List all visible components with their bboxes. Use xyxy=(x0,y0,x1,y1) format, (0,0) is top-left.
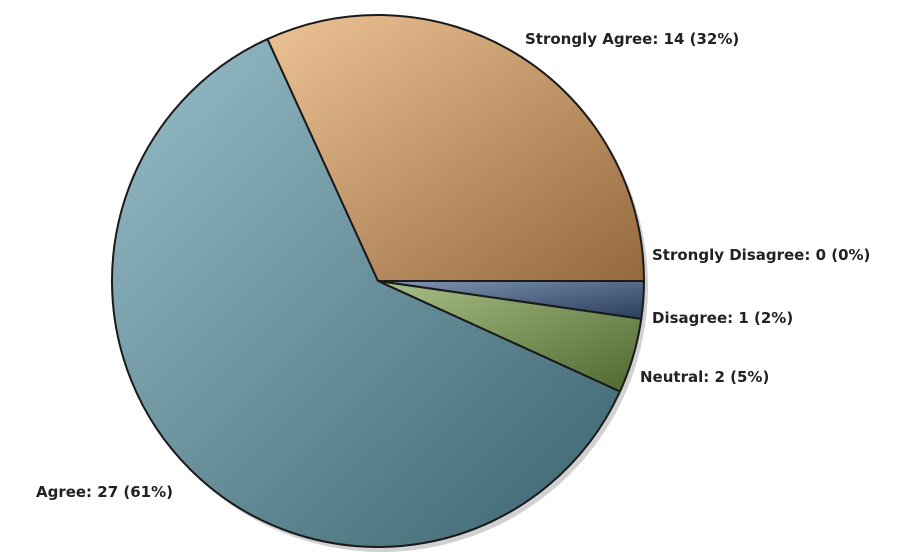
pie-slices xyxy=(111,14,645,548)
slice-label-agree: Agree: 27 (61%) xyxy=(36,483,173,501)
slice-label-strongly-disagree: Strongly Disagree: 0 (0%) xyxy=(652,246,870,264)
pie-slice-strongly-agree xyxy=(266,14,645,282)
pie-slice-agree xyxy=(111,38,621,548)
slice-label-disagree: Disagree: 1 (2%) xyxy=(652,309,793,327)
slice-label-neutral: Neutral: 2 (5%) xyxy=(640,368,769,386)
pie-labels: Strongly Disagree: 0 (0%) Disagree: 1 (2%… xyxy=(36,30,870,501)
slice-label-strongly-agree: Strongly Agree: 14 (32%) xyxy=(525,30,739,48)
